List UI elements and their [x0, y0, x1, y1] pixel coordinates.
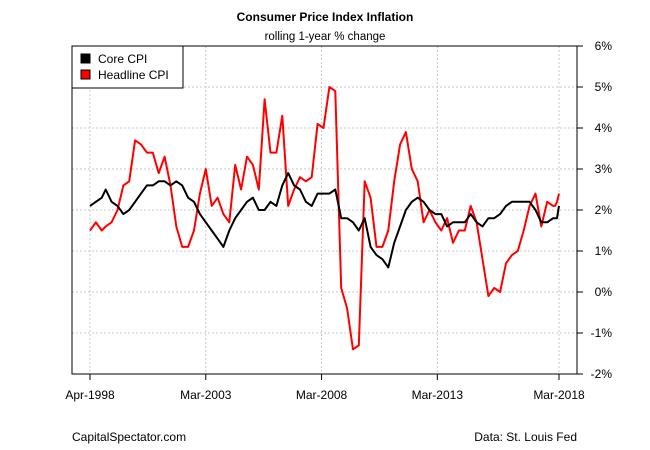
x-tick-label: Mar-2003 — [180, 388, 232, 402]
footer-data-source: Data: St. Louis Fed — [474, 430, 577, 444]
series-line-headline-cpi — [89, 86, 560, 351]
legend-box — [71, 45, 184, 89]
y-tick-label: 3% — [595, 162, 613, 176]
series-lines — [89, 86, 560, 351]
chart-subtitle: rolling 1-year % change — [265, 31, 386, 43]
legend-label-core: Core CPI — [98, 52, 147, 66]
chart-title: Consumer Price Index Inflation — [237, 10, 414, 24]
legend-swatch-core — [80, 53, 91, 64]
y-tick-label: -2% — [591, 367, 613, 381]
legend: Core CPI Headline CPI — [71, 45, 184, 89]
x-tick-label: Mar-2008 — [296, 388, 348, 402]
x-tick-label: Mar-2013 — [412, 388, 464, 402]
y-tick-label: 2% — [595, 203, 613, 217]
y-tick-label: 4% — [595, 121, 613, 135]
y-tick-label: 1% — [595, 244, 613, 258]
legend-swatch-headline — [80, 69, 91, 80]
x-axis: Apr-1998 Mar-2003 Mar-2008 Mar-2013 Mar-2018 — [65, 374, 585, 402]
y-tick-label: 6% — [595, 39, 613, 53]
y-tick-label: 5% — [595, 80, 613, 94]
gridlines — [72, 45, 577, 375]
y-axis: 6% 5% 4% 3% 2% 1% 0% -1% -2% — [577, 39, 612, 381]
y-tick-label: -1% — [591, 326, 613, 340]
legend-label-headline: Headline CPI — [98, 68, 169, 82]
series-line-core-cpi — [89, 172, 560, 269]
y-tick-label: 0% — [595, 285, 613, 299]
x-tick-label: Apr-1998 — [65, 388, 115, 402]
footer-source-site: CapitalSpectator.com — [72, 430, 186, 444]
x-tick-label: Mar-2018 — [533, 388, 585, 402]
